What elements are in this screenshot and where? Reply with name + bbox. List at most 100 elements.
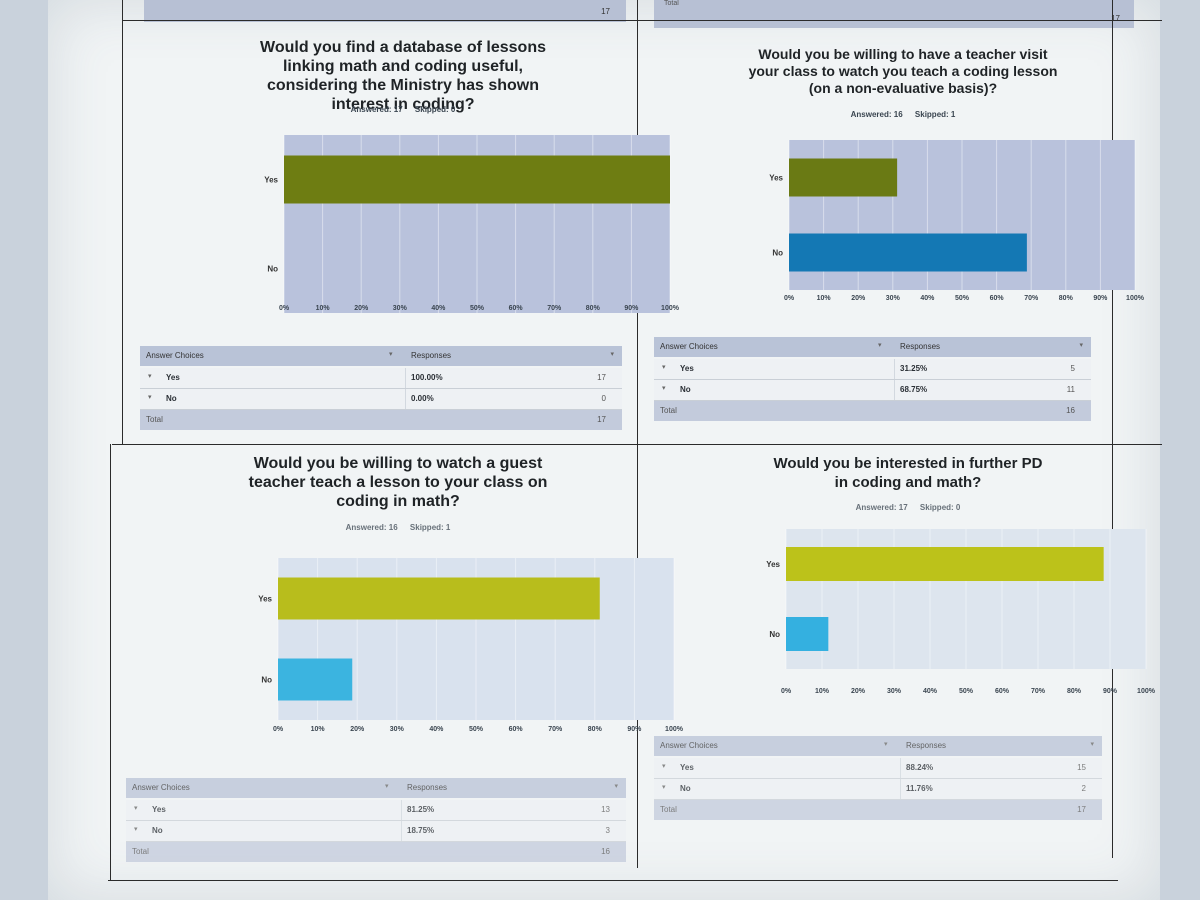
table-total-row: Total 17 [140,410,622,430]
category-label-yes: Yes [766,560,780,569]
expand-chevron-icon[interactable]: ▾ [134,826,138,833]
answer-choice-label: Yes [152,805,166,814]
x-tick-label: 50% [469,726,484,733]
column-separator [894,380,895,400]
response-count: 5 [1070,364,1075,373]
x-tick-label: 30% [393,305,408,312]
divider-horizontal-bottom [108,880,1118,881]
responses-header: Responses [411,351,452,360]
question-title: Would you find a database of lessons lin… [260,39,546,113]
table-row-yes: ▾ Yes 100.00% 17 [140,368,622,389]
answer-choices-header: Answer Choices [132,783,190,792]
category-label-no: No [261,676,272,685]
x-tick-label: 70% [547,305,562,312]
x-tick-label: 20% [354,305,369,312]
table-header-row: Answer Choices Responses ▾ ▾ [654,337,1091,357]
x-tick-label: 70% [1024,295,1039,302]
answer-choice-label: No [152,826,163,835]
expand-chevron-icon[interactable]: ▾ [662,385,666,392]
sort-chevron-icon[interactable]: ▾ [1079,342,1083,349]
response-count: 2 [1081,784,1086,793]
bar-chart-teacher-visit: Yes No 0% 10% 20% 30% 40% 50% 60% 70% 80% 90% 100% [769,140,1145,302]
category-label-no: No [769,630,780,639]
question-title: Would you be willing to watch a guest te… [248,455,548,510]
column-separator [894,359,895,379]
bar-yes [786,547,1104,581]
x-tick-label: 70% [548,726,563,733]
response-percent: 100.00% [411,373,443,382]
skipped-count: Skipped: 0 [919,503,961,512]
column-separator [401,821,402,841]
responses-header: Responses [407,783,448,792]
previous-total-count-left: 17 [601,7,610,16]
x-tick-label: 40% [920,295,935,302]
bar-chart-guest-teacher: Yes No 0% 10% 20% 30% 40% 50% 60% 70% 80% 90% 100% [258,558,684,733]
table-header-row: Answer Choices Responses ▾ ▾ [654,736,1102,756]
sort-chevron-icon[interactable]: ▾ [389,351,393,358]
response-count: 0 [601,394,606,403]
bar-no [278,658,353,701]
answered-count: Answered: 16 [345,523,398,532]
x-tick-label: 100% [665,726,684,733]
question-panel-teacher-visit: Would you be willing to have a teacher v… [708,46,1098,126]
expand-chevron-icon[interactable]: ▾ [662,784,666,791]
expand-chevron-icon[interactable]: ▾ [148,373,152,380]
table-row-no: ▾ No 18.75% 3 [126,821,626,842]
answer-choice-label: Yes [166,373,180,382]
total-label: Total [660,406,677,415]
x-tick-label: 10% [311,726,326,733]
table-total-row: Total 16 [126,842,626,862]
response-percent: 18.75% [407,826,435,835]
table-row-no: ▾ No 68.75% 11 [654,380,1091,401]
table-row-yes: ▾ Yes 88.24% 15 [654,758,1102,779]
table-header-row: Answer Choices Responses ▾ ▾ [140,346,622,366]
answered-count: Answered: 17 [350,105,403,114]
skipped-count: Skipped: 0 [414,105,456,114]
x-tick-label: 0% [279,305,290,312]
previous-total-row-right: Total 17 [654,0,1134,28]
expand-chevron-icon[interactable]: ▾ [662,763,666,770]
bar-yes [278,577,600,620]
sort-chevron-icon[interactable]: ▾ [614,783,618,790]
x-tick-label: 50% [470,305,485,312]
x-tick-label: 10% [815,688,830,695]
category-label-yes: Yes [769,174,783,183]
x-tick-label: 100% [1137,688,1156,695]
response-percent: 88.24% [906,763,934,772]
column-separator [900,779,901,799]
skipped-count: Skipped: 1 [409,523,451,532]
expand-chevron-icon[interactable]: ▾ [662,364,666,371]
x-tick-label: 90% [627,726,642,733]
bar-no [789,233,1027,272]
responses-table-further-pd: Answer Choices Responses ▾ ▾ ▾ Yes 88.24% 15 ▾ No… [654,736,1102,820]
x-tick-label: 10% [817,295,832,302]
bar-chart-database-of-lessons: Yes No 0% 10% 20% 30% 40% 50% 60% 70% 80% 90% 100% [264,135,680,313]
sort-chevron-icon[interactable]: ▾ [610,351,614,358]
answered-skipped-summary: Answered: 17 Skipped: 0 [708,503,1108,512]
sort-chevron-icon[interactable]: ▾ [1090,741,1094,748]
category-label-no: No [772,249,783,258]
response-percent: 81.25% [407,805,435,814]
sort-chevron-icon[interactable]: ▾ [385,783,389,790]
x-tick-label: 80% [586,305,601,312]
previous-total-row-left: 17 [144,0,626,22]
x-tick-label: 50% [955,295,970,302]
expand-chevron-icon[interactable]: ▾ [134,805,138,812]
bar-chart-further-pd: Yes No 0% 10% 20% 30% 40% 50% 60% 70% 80% 90% 100% [766,529,1156,695]
responses-header: Responses [900,342,941,351]
expand-chevron-icon[interactable]: ▾ [148,394,152,401]
x-tick-label: 30% [887,688,902,695]
question-title: Would you be interested in further PD in… [773,455,1043,491]
sort-chevron-icon[interactable]: ▾ [878,342,882,349]
response-count: 13 [601,805,610,814]
answer-choices-header: Answer Choices [660,741,718,750]
answer-choice-label: No [166,394,177,403]
previous-total-count-right: 17 [1111,14,1120,23]
x-tick-label: 0% [273,726,284,733]
total-count: 17 [1077,805,1086,814]
sort-chevron-icon[interactable]: ▾ [884,741,888,748]
x-tick-label: 10% [316,305,331,312]
question-panel-database-of-lessons: Would you find a database of lessons lin… [198,38,608,438]
table-header-row: Answer Choices Responses ▾ ▾ [126,778,626,798]
bar-yes [284,155,670,204]
